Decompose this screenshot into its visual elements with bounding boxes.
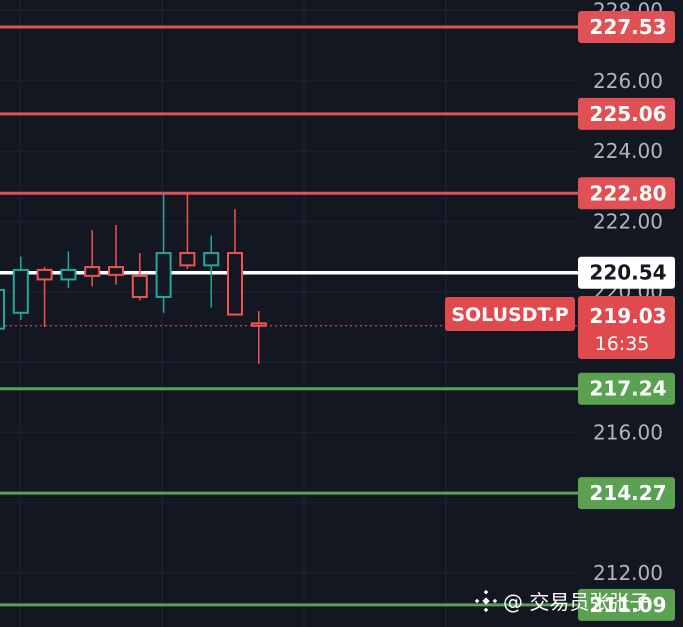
axis-tick-label: 222.00 (593, 209, 663, 233)
candle-body (227, 252, 243, 316)
level-label-support: 214.27 (578, 477, 675, 510)
level-label-resistance: 225.06 (578, 97, 675, 130)
level-label-bg (578, 372, 675, 405)
candle (60, 251, 77, 289)
level-label-bg (578, 11, 675, 44)
axis-tick-label: 226.00 (593, 69, 663, 93)
level-label-bg (578, 477, 675, 510)
axis-tick-label: 212.00 (593, 561, 663, 585)
candles (0, 193, 267, 364)
candle-body (0, 288, 5, 330)
price-labels: 227.53 225.06 222.80 220.54 217.24 214.27 211.… (578, 11, 675, 621)
symbol-label: SOLUSDT.P (445, 297, 575, 331)
candle-body (131, 274, 148, 298)
level-label-bg (578, 256, 675, 289)
grid (0, 0, 578, 627)
level-label-text: 227.53 (589, 15, 666, 39)
candle (12, 256, 29, 320)
candle-body (108, 266, 124, 276)
candle (155, 193, 172, 313)
candle-body (179, 252, 196, 267)
candle-body (84, 266, 101, 277)
axis-tick-label: 216.00 (593, 420, 663, 444)
level-label-text: 211.09 (589, 593, 666, 617)
candle-body (60, 268, 77, 281)
axis-tick-label: 224.00 (593, 139, 663, 163)
last-price-value: 219.03 (589, 304, 666, 328)
watermark-handle: @ 交易员张张子 (503, 590, 649, 614)
candle-body (250, 322, 267, 327)
level-label-bg (578, 588, 675, 621)
candle (36, 267, 53, 327)
countdown-timer: 16:35 (595, 333, 650, 355)
candle (179, 193, 196, 269)
level-label-text: 225.06 (589, 102, 666, 126)
level-label-bg (578, 177, 675, 210)
candle (108, 224, 124, 285)
level-label-support: 217.24 (578, 372, 675, 405)
level-label-bg (578, 97, 675, 130)
candle-body (12, 268, 29, 314)
candle-body (155, 252, 172, 298)
level-label-support: 211.09 (578, 588, 675, 621)
last-price-label: 219.03 16:35 (578, 296, 675, 359)
level-label-resistance: 227.53 (578, 11, 675, 44)
binance-diamond-icon (474, 589, 498, 613)
candle (0, 288, 5, 330)
candle (131, 253, 148, 301)
level-label-text: 222.80 (589, 181, 666, 205)
level-label-text: 217.24 (589, 377, 666, 401)
candle (227, 209, 243, 316)
candle (84, 230, 101, 287)
watermark: @ 交易员张张子 (474, 589, 649, 614)
level-label-pivot: 220.54 (578, 256, 675, 289)
candle-body (203, 252, 220, 267)
candle-body (36, 268, 53, 281)
symbol-text: SOLUSDT.P (451, 304, 568, 326)
candle (203, 235, 220, 308)
candle (250, 311, 267, 364)
level-label-resistance: 222.80 (578, 177, 675, 210)
level-label-text: 220.54 (589, 261, 666, 285)
level-label-text: 214.27 (589, 481, 666, 505)
